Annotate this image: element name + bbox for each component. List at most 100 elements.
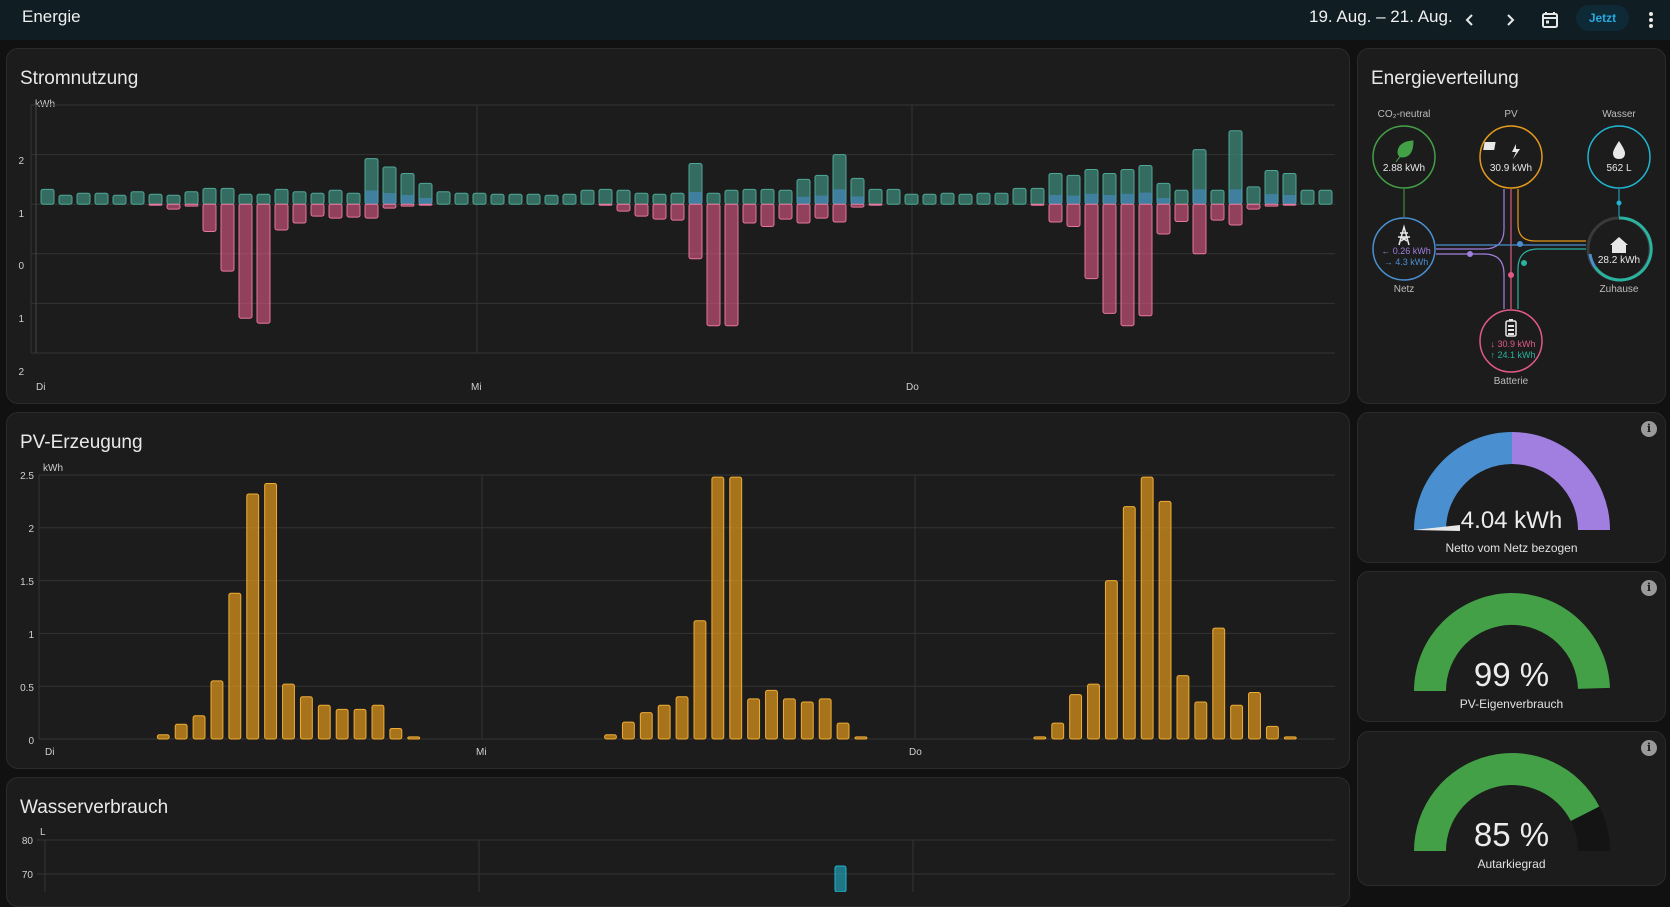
electricity-bar-segment [419, 197, 432, 205]
electricity-return-bar [670, 203, 685, 221]
pv-ytick: 0.5 [20, 683, 34, 694]
electricity-return-bar [1282, 203, 1297, 206]
pv-label: PV [1504, 109, 1518, 120]
electricity-bar [562, 193, 577, 205]
water-ytick: 70 [22, 870, 34, 881]
electricity-return-bar [1048, 203, 1063, 223]
electricity-bar-segment [1103, 194, 1116, 205]
pv-unit-label: kWh [43, 463, 63, 474]
pv-bar [657, 704, 671, 740]
electricity-bar [544, 194, 559, 205]
electricity-return-bar [814, 203, 829, 219]
gauge-value: 85 % [1473, 816, 1550, 853]
pv-ytick: 2 [28, 524, 34, 535]
electricity-bar [112, 194, 127, 205]
pv-ytick: 0 [28, 736, 34, 747]
electricity-bar [274, 188, 289, 205]
page-title: Energie [22, 7, 81, 26]
electricity-return-bar [1120, 203, 1135, 327]
chevron-left-icon[interactable] [1459, 9, 1481, 31]
electricity-return-bar [832, 203, 847, 223]
electricity-bar-segment [833, 189, 846, 205]
more-vert-icon[interactable] [1640, 9, 1662, 31]
grid-import-value: ← 0.26 kWh [1381, 246, 1431, 256]
pv-bar [729, 476, 743, 740]
pv-bar [1087, 683, 1100, 740]
water-drop-icon [1613, 141, 1625, 159]
grid-export-value: → 4.3 kWh [1384, 257, 1429, 267]
gauge-value: 4.04 kWh [1460, 507, 1563, 534]
water-value: 562 L [1606, 163, 1631, 174]
battery-to-home-line [1517, 248, 1586, 309]
electricity-xtick: Di [36, 382, 45, 393]
electricity-return-bar [400, 203, 415, 207]
pv-bar [1194, 701, 1208, 740]
pv-value: 30.9 kWh [1490, 163, 1532, 174]
gauge-label: Autarkiegrad [1477, 857, 1546, 871]
electricity-return-bar [1156, 203, 1171, 235]
pv-bar [246, 493, 260, 740]
electricity-bar-segment [1157, 197, 1170, 205]
electricity-bar [1030, 187, 1045, 205]
pv-bar [765, 689, 778, 740]
pv-chart: kWh 2.5 2 1.5 1 0.5 0 Di Mi Do [20, 463, 1335, 758]
electricity-bar-segment [1283, 194, 1296, 205]
calendar-icon[interactable] [1539, 9, 1561, 31]
chevron-right-icon[interactable] [1499, 9, 1521, 31]
flow-dot [1521, 260, 1527, 266]
pv-bar [1122, 506, 1136, 740]
pv-bar [335, 708, 349, 740]
electricity-bar-segment [1067, 195, 1080, 205]
pv-bar [854, 736, 868, 740]
electricity-return-bar [1228, 203, 1243, 226]
pv-card-title: PV-Erzeugung [20, 432, 143, 453]
electricity-bar [724, 189, 739, 205]
pv-bar [299, 696, 313, 740]
flow-dot [1467, 251, 1473, 257]
pv-bar [389, 727, 403, 740]
electricity-return-bar [166, 203, 181, 210]
pv-bar [1069, 694, 1083, 740]
pv-production-card: PV-Erzeugung kWh 2.5 2 1.5 1 0.5 0 Di Mi… [6, 412, 1350, 769]
electricity-bar [508, 193, 523, 205]
electricity-bar [526, 193, 541, 205]
electricity-bar [634, 192, 649, 205]
electricity-return-bar [634, 203, 649, 217]
electricity-bar [1246, 186, 1261, 205]
info-icon[interactable]: i [1641, 580, 1657, 596]
electricity-usage-card: Stromnutzung kWh 2 1 0 1 2 3 Di Mi Do [6, 48, 1350, 404]
electricity-bar [976, 192, 991, 205]
gauge-needle [1414, 525, 1460, 531]
battery-icon [1505, 319, 1517, 337]
electricity-return-bar [148, 203, 163, 206]
electricity-bar [616, 189, 631, 205]
gauge-fill [1414, 593, 1610, 691]
info-icon[interactable]: i [1641, 421, 1657, 437]
info-icon[interactable]: i [1641, 740, 1657, 756]
electricity-bar [1210, 189, 1225, 205]
pv-bar [1283, 736, 1297, 740]
flow-dot [1517, 241, 1523, 247]
electricity-bar-segment [1265, 194, 1278, 205]
now-button[interactable]: Jetzt [1576, 5, 1629, 31]
electricity-bar-segment [1139, 192, 1152, 205]
electricity-bar [994, 192, 1009, 205]
electricity-return-bar [220, 203, 235, 272]
electricity-bar [238, 193, 253, 205]
home-ring-grid [1588, 253, 1597, 268]
date-range[interactable]: 19. Aug. – 21. Aug. [1309, 7, 1453, 26]
electricity-bar [472, 192, 487, 205]
electricity-ytick: 1 [18, 209, 24, 220]
electricity-return-bar [274, 203, 289, 231]
battery-node [1479, 309, 1543, 373]
electricity-bar-segment [1049, 194, 1062, 205]
home-value: 28.2 kWh [1598, 255, 1640, 266]
water-label: Wasser [1602, 109, 1636, 120]
electricity-card-title: Stromnutzung [20, 68, 139, 89]
electricity-return-bar [850, 203, 865, 208]
top-app-bar: Energie 19. Aug. – 21. Aug. Jetzt [0, 0, 1670, 40]
water-usage-card: Wasserverbrauch L 80 70 [6, 777, 1350, 907]
water-chart: L 80 70 [22, 827, 1335, 892]
autarky-gauge-card: i 85 % Autarkiegrad [1357, 731, 1666, 886]
electricity-bar [58, 194, 73, 205]
